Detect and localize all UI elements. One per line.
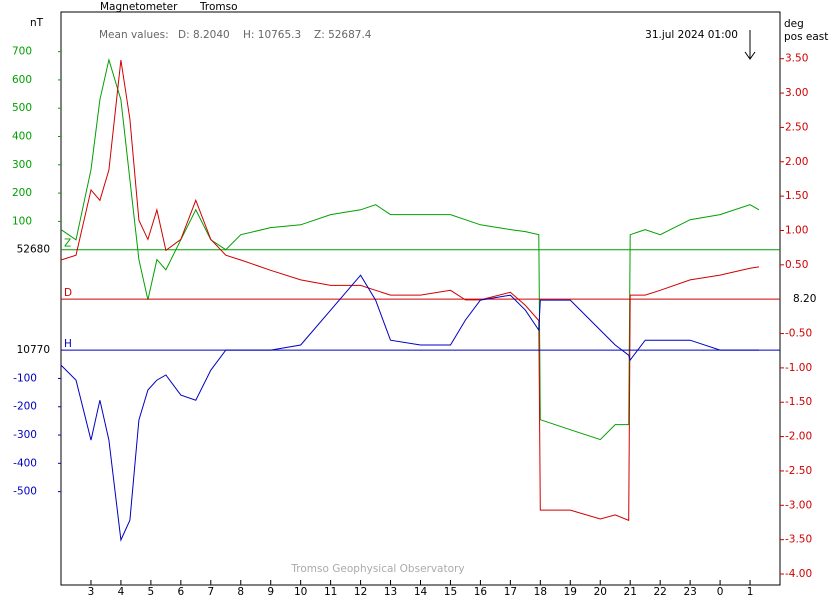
y-tick-label: 200 [12,187,32,199]
y-tick-label: -100 [13,372,37,384]
x-tick-label: 8 [237,586,244,598]
x-tick-label: 1 [747,586,754,598]
x-tick-label: 3 [88,586,95,598]
y2-tick-label: -3.50 [785,534,812,546]
x-tick-label: 9 [267,586,274,598]
x-tick-label: 7 [207,586,214,598]
y-tick-label: -300 [13,429,37,441]
time-arrow [744,30,756,60]
station: Tromso [199,1,238,13]
mean-label: Mean values: [99,29,169,41]
series-line [60,60,760,522]
x-tick-label: 19 [564,586,577,598]
y-tick-label: -400 [13,457,37,469]
x-tick-label: 22 [653,586,666,598]
y2-tick-label: 1.00 [785,224,808,236]
series-name: Z [64,238,71,250]
y-tick-label: 500 [12,102,32,114]
y2-tick-label: -2.00 [785,431,812,443]
mean-value: H: 10765.3 [243,29,301,41]
y2-tick-label: 2.00 [785,156,808,168]
series-name: H [64,338,72,350]
x-tick-label: 14 [414,586,428,598]
footer: Tromso Geophysical Observatory [290,563,464,575]
y-tick-label: -200 [13,401,37,413]
y2-label: pos east [784,31,828,43]
y-label: nT [30,17,44,29]
y2-tick-label: 0.50 [785,259,808,271]
y2-tick-label: -0.50 [785,328,812,340]
y2-tick-label: 3.00 [785,87,808,99]
series-name: D [64,287,72,299]
y2-tick-label: -2.50 [785,465,812,477]
y2-tick-label: 3.50 [785,53,808,65]
y-tick-label: 300 [12,159,32,171]
y-tick-label: 400 [12,131,32,143]
y-tick-label: 600 [12,74,32,86]
y2-tick-label: -4.00 [785,568,812,580]
x-tick-label: 4 [118,586,125,598]
baseline-label: 10770 [17,344,50,356]
baseline-label: 8.20 [793,293,816,305]
x-tick-label: 17 [504,586,517,598]
x-tick-label: 10 [294,586,307,598]
y2-label: deg [784,18,804,30]
mean-value: Z: 52687.4 [314,29,372,41]
x-tick-label: 20 [594,586,607,598]
baseline-label: 52680 [17,244,50,256]
x-tick-label: 21 [624,586,637,598]
x-tick-label: 23 [683,586,696,598]
x-tick-label: 11 [324,586,337,598]
chart-title: Magnetometer [100,1,178,13]
timestamp: 31.jul 2024 01:00 [645,29,738,41]
y2-tick-label: 2.50 [785,121,808,133]
x-tick-label: 15 [444,586,457,598]
y2-tick-label: -1.50 [785,396,812,408]
x-tick-label: 5 [148,586,155,598]
y2-tick-label: 1.50 [785,190,808,202]
series-line [60,57,760,441]
y2-tick-label: -3.00 [785,499,812,511]
x-tick-label: 16 [474,586,488,598]
series-line [60,274,759,542]
x-tick-label: 13 [384,586,397,598]
plot-frame [60,11,781,586]
y2-tick-label: -1.00 [785,362,812,374]
x-tick-label: 6 [177,586,184,598]
y-tick-label: 100 [12,215,32,227]
x-tick-label: 12 [354,586,367,598]
mean-value: D: 8.2040 [178,29,230,41]
y-tick-label: -500 [13,486,37,498]
x-tick-label: 18 [534,586,547,598]
y-tick-label: 700 [12,46,32,58]
x-tick-label: 0 [717,586,724,598]
